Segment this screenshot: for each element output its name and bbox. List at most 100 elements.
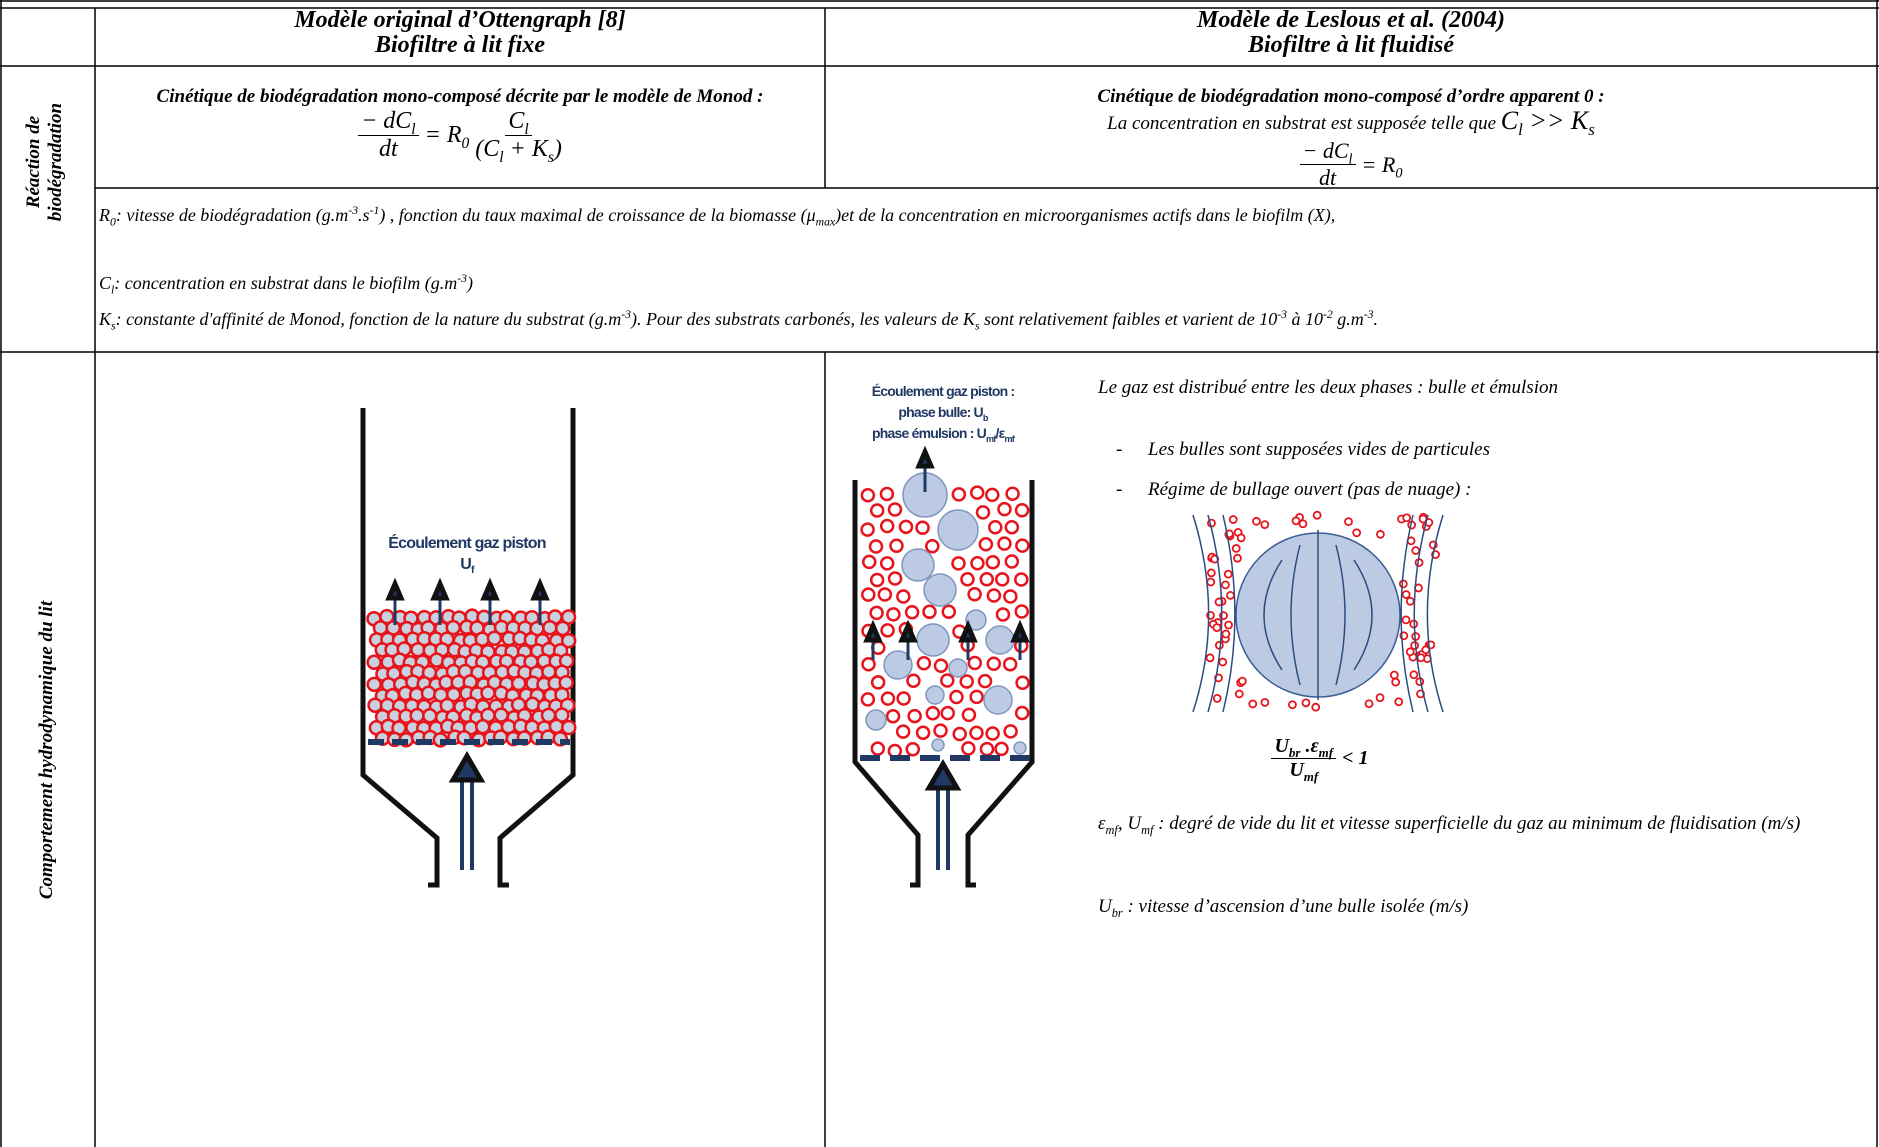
bubble — [948, 658, 968, 678]
bubble-diagram — [1192, 510, 1444, 713]
particle — [915, 725, 931, 740]
particle — [1233, 553, 1242, 563]
streamline — [1207, 514, 1223, 713]
bubble — [925, 685, 945, 705]
particle — [1394, 697, 1404, 707]
streamline — [1413, 514, 1429, 713]
particle — [940, 673, 955, 688]
particle — [366, 654, 382, 671]
text: μ — [806, 205, 816, 225]
heading: Cinétique de biodégradation mono-composé… — [156, 86, 764, 107]
particle — [1005, 486, 1020, 501]
particle — [985, 726, 1000, 741]
text: − dC — [361, 108, 412, 134]
condition: La concentration en substrat est supposé… — [825, 106, 1877, 140]
particle — [860, 522, 875, 537]
text: + K — [503, 136, 548, 162]
text: 0 — [1395, 164, 1403, 181]
particle — [895, 724, 911, 739]
definition: R0: vitesse de biodégradation (g.m-3.s-1… — [99, 204, 1869, 228]
text: < 1 — [1342, 747, 1369, 769]
particle — [1223, 569, 1233, 579]
text: R — [99, 205, 110, 225]
arrow-head — [863, 619, 883, 643]
particle — [889, 538, 904, 553]
text: b — [982, 412, 989, 423]
text: . — [1373, 309, 1379, 329]
particle — [995, 607, 1011, 622]
particle — [1003, 589, 1018, 604]
particle — [986, 656, 1002, 671]
particle — [985, 487, 1000, 503]
particle — [975, 505, 991, 520]
particle — [1224, 620, 1233, 630]
text: -3 — [1363, 308, 1374, 321]
particle — [887, 571, 903, 586]
text: U — [1289, 759, 1304, 781]
text: = R — [424, 122, 462, 148]
arrow-head — [958, 619, 978, 643]
particle — [860, 487, 876, 503]
text: phase bulle: U — [898, 404, 983, 420]
particle — [978, 537, 994, 552]
particle — [915, 520, 930, 535]
particle — [879, 486, 895, 502]
arrow-head — [480, 577, 500, 601]
particle — [1004, 554, 1020, 569]
text: -1 — [369, 204, 380, 217]
text: dt — [1318, 165, 1337, 190]
particle — [933, 723, 948, 738]
particle — [1218, 657, 1228, 667]
particle — [480, 685, 496, 701]
bubble — [1013, 741, 1027, 755]
particle — [925, 706, 941, 721]
text: U — [1098, 896, 1112, 917]
text: l — [1348, 151, 1353, 168]
diagram-label: Écoulement gaz piston Uf — [367, 533, 567, 576]
particle — [879, 518, 895, 534]
text: ) , fonction du taux maximal de croissan… — [379, 205, 807, 225]
particle — [1214, 640, 1224, 650]
text: l — [1518, 120, 1523, 140]
particle — [542, 619, 558, 636]
text: g.m — [1332, 309, 1364, 329]
text: mf — [1141, 822, 1154, 837]
text: U — [1274, 735, 1289, 757]
text: mf — [1105, 822, 1118, 837]
note: Ubr : vitesse d’ascension d’une bulle is… — [1098, 895, 1864, 919]
header-right: Modèle de Leslous et al. (2004) Biofiltre… — [825, 8, 1877, 58]
text: .ε — [1300, 735, 1319, 757]
equation: − dCl dt = R0 Cl (Cl + Ks) — [95, 108, 825, 165]
particle — [1405, 647, 1415, 657]
definition: Ks: constante d'affinité de Monod, fonct… — [99, 308, 1869, 332]
particle — [988, 520, 1003, 535]
text: s — [111, 319, 116, 333]
particle — [1004, 519, 1020, 535]
arrow-head — [385, 577, 405, 601]
text: -2 — [1323, 308, 1333, 321]
text: C — [99, 273, 112, 293]
text: ) — [553, 136, 562, 162]
formula: Ubr .εmf Umf < 1 — [1220, 735, 1420, 784]
text: Modèle de Leslous et al. (2004) — [1197, 7, 1505, 33]
text: ). Pour des substrats carbonés, les vale… — [630, 309, 975, 329]
text: mf — [1303, 769, 1319, 784]
particle — [960, 571, 975, 587]
text: Écoulement gaz piston : — [871, 383, 1015, 399]
bullet: Régime de bullage ouvert (pas de nuage) … — [1148, 479, 1472, 500]
particle — [1401, 590, 1411, 599]
text: mf — [986, 433, 996, 444]
particle — [1234, 689, 1244, 699]
particle — [906, 673, 921, 688]
text: à 10 — [1287, 309, 1324, 329]
text: phase émulsion : U — [872, 425, 987, 441]
particle — [896, 691, 911, 706]
particle — [907, 708, 922, 724]
arrow-head — [924, 759, 962, 791]
streamline — [1263, 559, 1283, 671]
particle — [970, 556, 985, 571]
diagram-label: Écoulement gaz piston : phase bulle: Ub ph… — [843, 381, 1043, 444]
bubble — [923, 573, 957, 607]
particle — [1288, 700, 1297, 710]
particle — [969, 725, 984, 741]
